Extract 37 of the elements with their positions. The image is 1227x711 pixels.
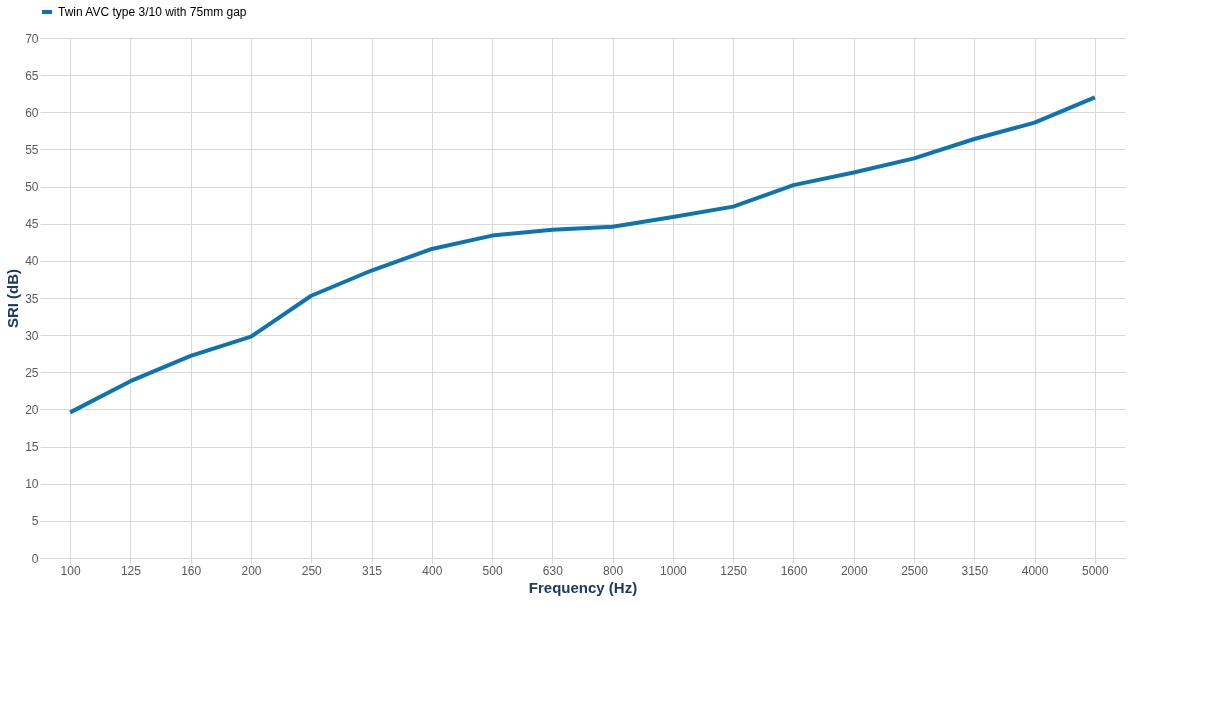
y-tick-label: 10 (25, 477, 39, 492)
y-tick-label: 60 (25, 105, 39, 120)
x-tick-label: 125 (120, 563, 142, 578)
x-tick-label: 1250 (720, 563, 748, 578)
y-tick-label: 25 (25, 365, 39, 380)
y-tick-label: 5 (31, 514, 39, 529)
x-axis-title: Frequency (Hz) (528, 578, 638, 596)
x-tick-label: 100 (60, 563, 81, 578)
y-tick-label: 15 (25, 440, 39, 455)
x-tick-label: 500 (482, 563, 503, 578)
x-tick-label: 315 (362, 563, 383, 578)
y-axis-title: SRI (dB) (4, 268, 22, 329)
x-tick-label: 1000 (660, 563, 688, 578)
y-tick-label: 30 (25, 328, 39, 343)
y-tick-label: 20 (25, 402, 39, 417)
line-series (68, 95, 1097, 415)
y-tick-label: 55 (25, 142, 39, 157)
legend-label: Twin AVC type 3/10 with 75mm gap (58, 5, 247, 19)
x-tick-label: 4000 (1021, 563, 1049, 578)
y-tick-label: 40 (25, 254, 39, 269)
x-tick-label: 5000 (1082, 563, 1110, 578)
y-tick-label: 35 (25, 291, 39, 306)
x-tick-label: 800 (603, 563, 624, 578)
x-tick-label: 250 (301, 563, 323, 578)
x-tick-label: 1600 (780, 563, 808, 578)
x-tick-label: 160 (181, 563, 202, 578)
y-tick-label: 65 (25, 68, 39, 83)
y-tick-label: 0 (31, 551, 39, 566)
x-tick-label: 3150 (961, 563, 989, 578)
y-tick-label: 45 (25, 217, 39, 232)
y-tick-label: 50 (25, 180, 39, 195)
x-tick-label: 630 (542, 563, 564, 578)
x-tick-label: 2000 (840, 563, 868, 578)
x-tick-label: 400 (422, 563, 443, 578)
x-tick-label: 2500 (901, 563, 929, 578)
y-tick-label: 70 (25, 31, 39, 46)
x-tick-label: 200 (241, 563, 262, 578)
